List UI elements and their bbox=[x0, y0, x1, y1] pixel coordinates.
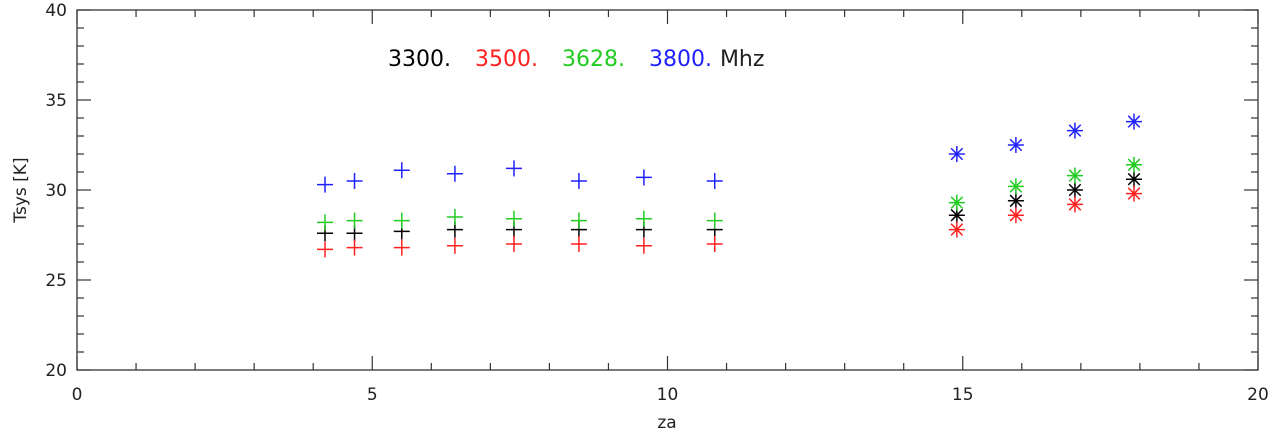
plus-marker bbox=[706, 236, 723, 252]
x-tick-label: 0 bbox=[72, 385, 83, 405]
asterisk-marker bbox=[1125, 113, 1142, 130]
legend-entry: 3300. bbox=[388, 47, 451, 72]
asterisk-marker bbox=[1125, 171, 1142, 188]
plus-marker bbox=[505, 236, 522, 252]
asterisk-marker bbox=[1066, 196, 1083, 213]
asterisk-marker bbox=[1007, 137, 1024, 153]
asterisk-marker bbox=[1007, 207, 1024, 224]
asterisk-marker bbox=[1066, 182, 1083, 198]
plus-marker bbox=[635, 237, 652, 254]
legend-entry: 3500. bbox=[475, 47, 538, 72]
asterisk-marker bbox=[1066, 122, 1083, 139]
plus-marker bbox=[317, 176, 334, 193]
asterisk-marker bbox=[948, 146, 965, 162]
asterisk-marker bbox=[948, 207, 965, 224]
plus-marker bbox=[706, 212, 723, 229]
plus-marker bbox=[317, 241, 334, 258]
plus-marker bbox=[346, 173, 363, 189]
x-tick-label: 5 bbox=[367, 385, 378, 405]
asterisk-marker bbox=[1007, 192, 1024, 209]
plus-marker bbox=[346, 212, 363, 229]
asterisk-marker bbox=[1066, 167, 1083, 184]
legend-unit: Mhz bbox=[720, 47, 764, 72]
plus-marker bbox=[635, 169, 652, 186]
plus-marker bbox=[446, 209, 463, 225]
x-axis-label: za bbox=[657, 413, 676, 433]
y-tick-label: 40 bbox=[45, 1, 67, 21]
x-tick-label: 20 bbox=[1247, 385, 1269, 405]
asterisk-marker bbox=[948, 194, 965, 211]
x-tick-label: 10 bbox=[657, 385, 679, 405]
y-tick-label: 30 bbox=[45, 181, 67, 201]
plus-marker bbox=[505, 210, 522, 227]
asterisk-marker bbox=[1007, 178, 1024, 195]
legend: 3300. 3500. 3628. 3800. Mhz bbox=[388, 47, 764, 72]
tick-labels: 0 5 10 15 20 20 25 30 35 40 bbox=[45, 1, 1268, 405]
data-markers bbox=[317, 113, 1142, 258]
asterisk-marker bbox=[1125, 185, 1142, 202]
plus-marker bbox=[346, 239, 363, 256]
y-tick-label: 20 bbox=[45, 361, 67, 381]
legend-entry: 3800. bbox=[649, 47, 712, 72]
plus-marker bbox=[393, 239, 410, 256]
asterisk-marker bbox=[948, 221, 965, 238]
plus-marker bbox=[393, 212, 410, 229]
plus-marker bbox=[317, 214, 334, 231]
y-tick-label: 35 bbox=[45, 91, 67, 111]
y-axis-label: Tsys [K] bbox=[11, 157, 31, 223]
plus-marker bbox=[635, 210, 652, 227]
legend-entry: 3628. bbox=[562, 47, 625, 72]
plus-marker bbox=[505, 160, 522, 177]
plus-marker bbox=[570, 236, 587, 252]
plus-marker bbox=[446, 237, 463, 254]
plus-marker bbox=[570, 212, 587, 229]
asterisk-marker bbox=[1125, 156, 1142, 173]
x-tick-label: 15 bbox=[952, 385, 974, 405]
plus-marker bbox=[570, 173, 587, 189]
axis-ticks bbox=[76, 9, 1259, 371]
plus-marker bbox=[446, 165, 463, 182]
plus-marker bbox=[706, 173, 723, 189]
plus-marker bbox=[393, 162, 410, 179]
y-tick-label: 25 bbox=[45, 271, 67, 291]
